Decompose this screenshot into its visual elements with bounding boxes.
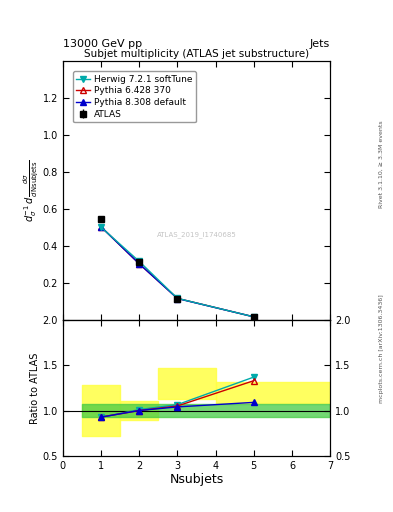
Herwig 7.2.1 softTune (175, 295, 180, 302)
Line: Pythia 6.428 370: Pythia 6.428 370 (98, 224, 257, 319)
Pythia 8.308 default (99, 224, 103, 230)
Text: Rivet 3.1.10, ≥ 3.3M events: Rivet 3.1.10, ≥ 3.3M events (379, 120, 384, 208)
Text: Jets: Jets (310, 38, 330, 49)
Text: ATLAS_2019_I1740685: ATLAS_2019_I1740685 (157, 231, 236, 238)
Pythia 8.308 default (175, 295, 180, 302)
Legend: Herwig 7.2.1 softTune, Pythia 6.428 370, Pythia 8.308 default, ATLAS: Herwig 7.2.1 softTune, Pythia 6.428 370,… (73, 71, 196, 122)
Pythia 6.428 370 (175, 295, 180, 302)
Herwig 7.2.1 softTune (137, 259, 141, 265)
Title: Subjet multiplicity (ATLAS jet substructure): Subjet multiplicity (ATLAS jet substruct… (84, 49, 309, 59)
Y-axis label: Ratio to ATLAS: Ratio to ATLAS (30, 352, 40, 423)
Pythia 8.308 default (252, 314, 256, 320)
Pythia 6.428 370 (99, 224, 103, 230)
Herwig 7.2.1 softTune (252, 314, 256, 320)
Y-axis label: $d^{-1}_\sigma\,d\frac{d\sigma}{d\,\mathrm{Nsubjets}}$: $d^{-1}_\sigma\,d\frac{d\sigma}{d\,\math… (21, 160, 40, 222)
Line: Herwig 7.2.1 softTune: Herwig 7.2.1 softTune (98, 224, 257, 319)
Text: mcplots.cern.ch [arXiv:1306.3436]: mcplots.cern.ch [arXiv:1306.3436] (379, 294, 384, 402)
Text: 13000 GeV pp: 13000 GeV pp (63, 38, 142, 49)
X-axis label: Nsubjets: Nsubjets (169, 473, 224, 486)
Line: Pythia 8.308 default: Pythia 8.308 default (98, 224, 257, 319)
Herwig 7.2.1 softTune (99, 224, 103, 230)
Pythia 6.428 370 (252, 314, 256, 320)
Pythia 6.428 370 (137, 261, 141, 267)
Pythia 8.308 default (137, 261, 141, 267)
